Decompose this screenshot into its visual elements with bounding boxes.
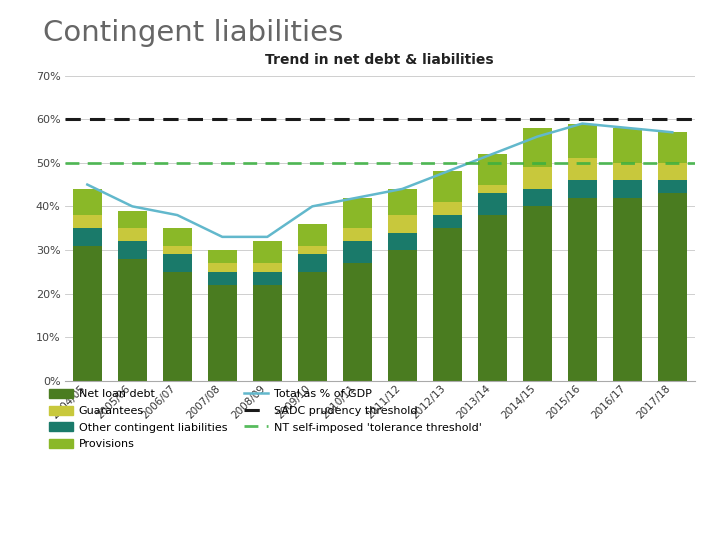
Bar: [207, 272, 237, 285]
Bar: [253, 241, 282, 263]
Bar: [477, 215, 507, 381]
Bar: [387, 250, 417, 381]
Bar: [297, 254, 327, 272]
Bar: [477, 154, 507, 185]
Bar: [433, 202, 462, 215]
Bar: [567, 124, 597, 158]
Bar: [477, 193, 507, 215]
Text: Contingent liabilities: Contingent liabilities: [43, 19, 343, 47]
Bar: [207, 263, 237, 272]
Bar: [73, 228, 102, 246]
Bar: [613, 128, 642, 163]
Bar: [433, 228, 462, 381]
Bar: [297, 272, 327, 381]
Bar: [343, 241, 372, 263]
Bar: [613, 180, 642, 198]
Bar: [73, 246, 102, 381]
Title: Trend in net debt & liabilities: Trend in net debt & liabilities: [266, 53, 494, 68]
Bar: [567, 180, 597, 198]
Bar: [613, 163, 642, 180]
Bar: [117, 211, 147, 228]
Bar: [253, 285, 282, 381]
Text: 22: 22: [677, 522, 691, 532]
Bar: [253, 272, 282, 285]
Bar: [163, 228, 192, 246]
Bar: [657, 193, 687, 381]
Bar: [657, 132, 687, 163]
Bar: [73, 215, 102, 228]
Bar: [117, 259, 147, 381]
Bar: [253, 263, 282, 272]
Bar: [163, 272, 192, 381]
Bar: [297, 224, 327, 246]
Bar: [343, 198, 372, 228]
Bar: [207, 250, 237, 263]
Bar: [477, 185, 507, 193]
Bar: [387, 189, 417, 215]
Bar: [523, 206, 552, 381]
Bar: [387, 233, 417, 250]
Bar: [433, 215, 462, 228]
Bar: [297, 246, 327, 254]
Bar: [73, 189, 102, 215]
Bar: [163, 246, 192, 254]
Bar: [433, 172, 462, 202]
Bar: [523, 128, 552, 167]
Bar: [567, 198, 597, 381]
Bar: [117, 228, 147, 241]
Bar: [567, 158, 597, 180]
Bar: [657, 163, 687, 180]
Legend: Net loan debt, Guarantees, Other contingent liabilities, Provisions, Total as % : Net loan debt, Guarantees, Other conting…: [49, 389, 482, 449]
Bar: [343, 263, 372, 381]
Bar: [523, 167, 552, 189]
Bar: [163, 254, 192, 272]
Bar: [343, 228, 372, 241]
Bar: [387, 215, 417, 233]
Bar: [207, 285, 237, 381]
Bar: [523, 189, 552, 206]
Bar: [117, 241, 147, 259]
Bar: [613, 198, 642, 381]
Bar: [657, 180, 687, 193]
